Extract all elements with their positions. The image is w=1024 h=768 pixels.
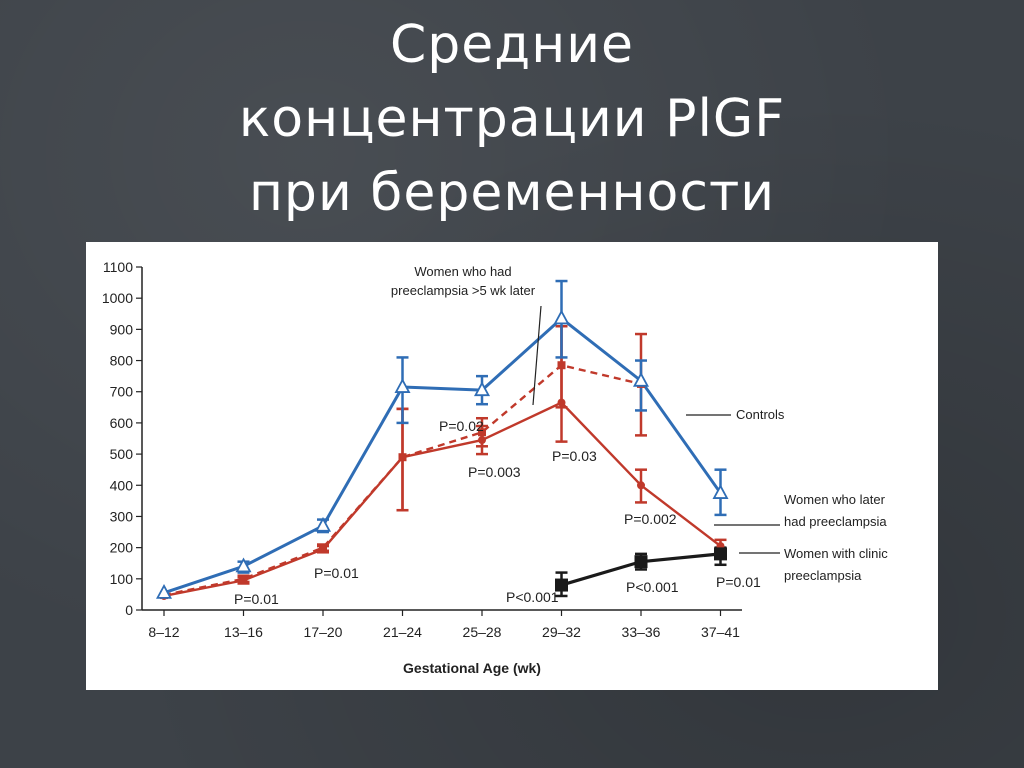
annotation-clinic-line2: preeclampsia	[784, 568, 862, 583]
data-point-women-with-clinic-preeclampsia	[634, 555, 648, 569]
y-tick-label: 900	[110, 321, 134, 337]
p-value-13-16: P=0.01	[234, 591, 279, 607]
y-tick-label: 100	[110, 571, 134, 587]
y-tick-label: 700	[110, 384, 134, 400]
data-point-controls	[553, 309, 570, 325]
data-point-women-who-later-had-preeclampsia	[478, 436, 486, 445]
x-tick-label: 29–32	[542, 624, 581, 640]
y-tick-label: 1000	[102, 290, 133, 306]
data-point-women-who-had-preeclampsia-5-wk-later	[478, 428, 486, 437]
series-line-women-who-later-had-preeclampsia	[163, 401, 722, 598]
y-tick-label: 300	[110, 508, 134, 524]
y-tick-label: 800	[110, 353, 134, 369]
y-tick-label: 500	[110, 446, 134, 462]
data-point-women-who-later-had-preeclampsia	[239, 576, 248, 585]
slide-title-line-1: Средние	[389, 15, 635, 75]
annotation-preeclampsia-5wk-line2: preeclampsia >5 wk later	[391, 283, 536, 298]
p-value-33-36-clinic: P<0.001	[626, 579, 679, 595]
data-point-controls	[314, 516, 332, 532]
annotation-clinic-line1: Women with clinic	[784, 546, 888, 561]
p-value-37-41: P=0.01	[716, 574, 761, 590]
x-tick-label: 37–41	[701, 624, 740, 640]
series-line-controls	[163, 316, 722, 595]
x-axis-title: Gestational Age (wk)	[403, 660, 541, 676]
chart-figure: 0 100 200 300 400 500 600 700 800 900 1000 1100 8–12…	[86, 242, 938, 690]
data-point-controls	[394, 378, 411, 393]
data-point-controls	[632, 371, 650, 387]
y-tick-label: 400	[110, 477, 134, 493]
data-point-controls	[473, 381, 491, 397]
p-value-17-20: P=0.01	[314, 565, 359, 581]
data-point-women-who-had-preeclampsia-5-wk-later	[557, 361, 566, 370]
x-tick-label: 21–24	[383, 624, 422, 640]
data-point-controls	[155, 583, 173, 599]
y-tick-label: 600	[110, 415, 134, 431]
p-value-25-28: P=0.003	[468, 464, 521, 480]
p-value-29-32: P=0.03	[552, 448, 597, 464]
annotation-preeclampsia-5wk-line1: Women who had	[414, 264, 511, 279]
slide-title-line-2: концентрации PlGF	[238, 89, 786, 149]
slide-title: Средние концентрации PlGF при беременнос…	[0, 8, 1024, 230]
series-markers	[155, 309, 729, 600]
y-tick-label: 200	[110, 540, 134, 556]
p-value-29-32-clinic: P<0.001	[506, 589, 559, 605]
annotation-leader-5wk	[532, 305, 542, 406]
x-tick-label: 17–20	[304, 624, 343, 640]
x-tick-label: 8–12	[148, 624, 179, 640]
data-point-women-with-clinic-preeclampsia	[714, 547, 727, 561]
slide-title-line-3: при беременности	[248, 163, 776, 223]
data-point-women-with-clinic-preeclampsia	[555, 578, 568, 592]
data-point-controls	[712, 484, 729, 499]
annotation-later-preeclampsia-line2: had preeclampsia	[784, 514, 887, 529]
data-point-women-who-later-had-preeclampsia	[557, 398, 566, 407]
x-tick-label: 33–36	[622, 624, 661, 640]
p-value-33-36: P=0.002	[624, 511, 677, 527]
data-point-women-who-later-had-preeclampsia	[319, 545, 327, 554]
annotations: Women who had preeclampsia >5 wk later C…	[234, 264, 888, 607]
data-point-women-who-later-had-preeclampsia	[398, 453, 407, 462]
x-tick-label: 13–16	[224, 624, 263, 640]
p-value-25-28-dashed: P=0.02	[439, 418, 484, 434]
y-tick-label: 0	[125, 602, 133, 618]
data-point-controls	[235, 557, 252, 573]
x-tick-label: 25–28	[463, 624, 502, 640]
data-point-women-who-later-had-preeclampsia	[637, 481, 645, 490]
chart-axes: 0 100 200 300 400 500 600 700 800 900 1000 1100 8–12…	[102, 259, 742, 676]
plgf-line-chart: 0 100 200 300 400 500 600 700 800 900 1000 1100 8–12…	[102, 259, 888, 676]
annotation-later-preeclampsia-line1: Women who later	[784, 492, 886, 507]
annotation-controls: Controls	[736, 407, 785, 422]
y-tick-label: 1100	[103, 259, 133, 275]
